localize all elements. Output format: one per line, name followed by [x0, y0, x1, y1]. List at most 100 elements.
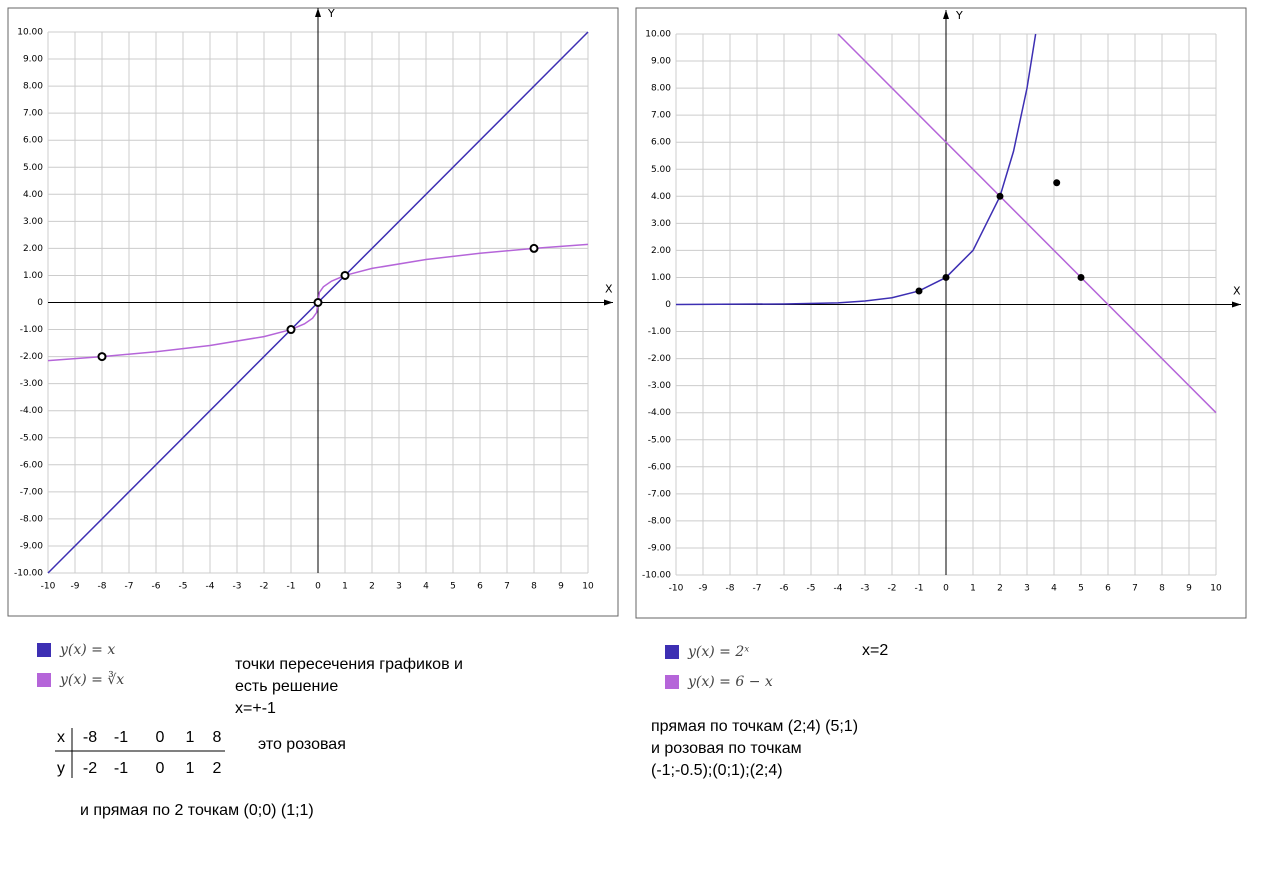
x-tick-label: 9 [558, 582, 564, 592]
point-marker [1053, 179, 1061, 187]
x-tick-label: 2 [997, 584, 1003, 594]
note-text: 2 [213, 760, 222, 777]
x-tick-label: -2 [888, 584, 897, 594]
note-text: 0 [156, 729, 165, 746]
y-tick-label: 9.00 [651, 57, 671, 67]
x-tick-label: -3 [861, 584, 870, 594]
x-tick-label: -4 [834, 584, 843, 594]
x-tick-label: -1 [287, 582, 296, 592]
y-tick-label: -8.00 [648, 516, 672, 526]
y-tick-label: -6.00 [20, 460, 44, 470]
y-tick-label: 8.00 [23, 82, 43, 92]
x-tick-label: 6 [1105, 584, 1111, 594]
x-tick-label: -7 [125, 582, 134, 592]
legend-swatch [37, 643, 51, 657]
point-marker [1077, 273, 1085, 281]
y-tick-label: 3.00 [23, 217, 43, 227]
y-tick-label: 1.00 [23, 271, 43, 281]
y-tick-label: 1.00 [651, 273, 671, 283]
note-text: -1 [114, 760, 128, 777]
x-tick-label: -6 [780, 584, 789, 594]
y-tick-label: 0 [665, 300, 671, 310]
y-tick-label: 7.00 [651, 111, 671, 121]
note-text: y [57, 760, 65, 777]
y-tick-label: -10.00 [14, 569, 43, 579]
legend-label: y(x) = ∛x [59, 671, 124, 688]
x-tick-label: 0 [943, 584, 949, 594]
note-text: есть решение [235, 678, 338, 695]
y-tick-label: 6.00 [23, 136, 43, 146]
x-tick-label: 10 [1210, 584, 1222, 594]
x-tick-label: -8 [98, 582, 107, 592]
x-tick-label: -8 [726, 584, 735, 594]
y-tick-label: 10.00 [645, 30, 671, 40]
legend-label: y(x) = 2ˣ [687, 644, 749, 660]
x-tick-label: 7 [504, 582, 510, 592]
x-tick-label: 0 [315, 582, 321, 592]
legend-label: y(x) = x [59, 642, 115, 658]
series-line [837, 33, 1217, 414]
y-tick-label: -3.00 [20, 379, 44, 389]
note-text: x [57, 729, 65, 746]
chart-frame [635, 7, 1247, 619]
chart-frame [7, 7, 619, 617]
x-tick-label: 7 [1132, 584, 1138, 594]
legend-swatch [665, 675, 679, 689]
y-tick-label: -2.00 [648, 354, 672, 364]
note-text: (-1;-0.5);(0;1);(2;4) [651, 762, 783, 779]
x-axis-arrow [1232, 301, 1241, 308]
y-tick-label: 10.00 [17, 28, 43, 38]
x-tick-label: 10 [582, 582, 594, 592]
y-tick-label: 5.00 [23, 163, 43, 173]
y-tick-label: -7.00 [648, 489, 672, 499]
note-text: и прямая по 2 точкам (0;0) (1;1) [80, 802, 314, 819]
legend-swatch [37, 673, 51, 687]
x-tick-label: -4 [206, 582, 215, 592]
note-text: прямая по точкам (2;4) (5;1) [651, 718, 858, 735]
y-tick-label: 7.00 [23, 109, 43, 119]
note-text: x=+-1 [235, 700, 276, 717]
x-tick-label: 4 [1051, 584, 1057, 594]
x-tick-label: -2 [260, 582, 269, 592]
y-tick-label: -5.00 [648, 435, 672, 445]
x-tick-label: -10 [669, 584, 684, 594]
note-text: и розовая по точкам [651, 740, 802, 757]
point-marker [529, 243, 539, 253]
x-tick-label: 1 [342, 582, 348, 592]
y-tick-label: 4.00 [23, 190, 43, 200]
series-line [675, 33, 1037, 306]
legend-swatch [665, 645, 679, 659]
point-marker [915, 287, 923, 295]
point-marker [97, 352, 107, 362]
y-tick-label: 6.00 [651, 138, 671, 148]
y-axis-label: Y [955, 9, 963, 22]
y-tick-label: -2.00 [20, 352, 44, 362]
note-text: -2 [83, 760, 97, 777]
x-tick-label: 1 [970, 584, 976, 594]
point-marker [996, 192, 1004, 200]
x-axis-arrow [604, 299, 613, 306]
y-axis-arrow [315, 8, 321, 17]
y-tick-label: -7.00 [20, 487, 44, 497]
x-tick-label: -5 [807, 584, 816, 594]
x-tick-label: -5 [179, 582, 188, 592]
y-tick-label: 2.00 [23, 244, 43, 254]
y-tick-label: -4.00 [20, 406, 44, 416]
y-tick-label: -4.00 [648, 408, 672, 418]
note-text: 0 [156, 760, 165, 777]
x-tick-label: 2 [369, 582, 375, 592]
note-text: это розовая [258, 736, 346, 753]
note-text: x=2 [862, 642, 888, 659]
x-tick-label: -9 [699, 584, 708, 594]
y-tick-label: -6.00 [648, 462, 672, 472]
note-text: 1 [186, 729, 195, 746]
x-tick-label: 5 [450, 582, 456, 592]
y-tick-label: -9.00 [648, 543, 672, 553]
y-tick-label: 2.00 [651, 246, 671, 256]
x-axis-label: X [605, 283, 613, 296]
point-marker [313, 298, 323, 307]
x-tick-label: -9 [71, 582, 80, 592]
y-tick-label: -8.00 [20, 514, 44, 524]
point-marker [340, 270, 350, 280]
